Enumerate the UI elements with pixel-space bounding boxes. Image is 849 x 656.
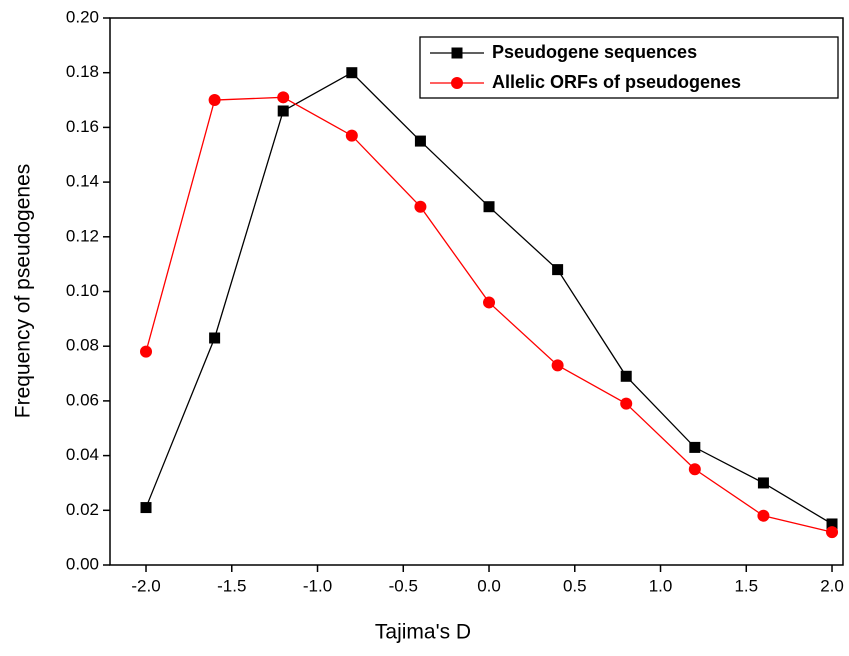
marker bbox=[209, 332, 221, 344]
x-tick-label: -1.5 bbox=[217, 576, 246, 595]
marker bbox=[451, 47, 463, 59]
marker bbox=[345, 129, 358, 142]
marker bbox=[757, 509, 770, 522]
legend-label: Pseudogene sequences bbox=[492, 42, 697, 62]
series-line bbox=[145, 96, 833, 533]
y-tick-label: 0.02 bbox=[66, 500, 99, 519]
x-tick-label: 2.0 bbox=[820, 576, 844, 595]
marker bbox=[826, 526, 839, 539]
marker bbox=[208, 94, 221, 107]
marker bbox=[140, 345, 153, 358]
y-tick-label: 0.16 bbox=[66, 117, 99, 136]
x-axis-label: Tajima's D bbox=[375, 621, 471, 644]
y-axis-label: Frequency of pseudogenes bbox=[12, 164, 35, 419]
marker bbox=[688, 463, 701, 476]
y-tick-label: 0.14 bbox=[66, 172, 99, 191]
marker bbox=[277, 91, 290, 104]
marker bbox=[277, 105, 289, 117]
y-tick-label: 0.18 bbox=[66, 62, 99, 81]
marker bbox=[620, 397, 633, 410]
y-tick-label: 0.06 bbox=[66, 390, 99, 409]
x-tick-label: -1.0 bbox=[303, 576, 332, 595]
y-tick-label: 0.00 bbox=[66, 554, 99, 573]
marker bbox=[552, 264, 564, 276]
marker bbox=[451, 77, 463, 89]
x-tick-label: 1.0 bbox=[649, 576, 673, 595]
marker bbox=[140, 502, 152, 514]
marker bbox=[483, 296, 496, 309]
x-tick-label: 1.5 bbox=[734, 576, 758, 595]
x-tick-label: -0.5 bbox=[389, 576, 418, 595]
y-tick-label: 0.12 bbox=[66, 226, 99, 245]
marker bbox=[826, 518, 838, 530]
marker bbox=[757, 477, 769, 489]
x-tick-label: 0.0 bbox=[477, 576, 501, 595]
y-tick-label: 0.04 bbox=[66, 445, 99, 464]
marker bbox=[483, 201, 495, 213]
marker bbox=[414, 135, 426, 147]
marker bbox=[551, 359, 564, 372]
marker bbox=[414, 200, 427, 213]
y-tick-label: 0.08 bbox=[66, 336, 99, 355]
y-tick-label: 0.10 bbox=[66, 281, 99, 300]
marker bbox=[620, 370, 632, 382]
marker bbox=[346, 67, 358, 79]
x-tick-label: 0.5 bbox=[563, 576, 587, 595]
marker bbox=[689, 441, 701, 453]
legend-box bbox=[419, 36, 839, 99]
y-tick-label: 0.20 bbox=[66, 7, 99, 26]
legend-label: Allelic ORFs of pseudogenes bbox=[492, 72, 741, 92]
x-tick-label: -2.0 bbox=[131, 576, 160, 595]
